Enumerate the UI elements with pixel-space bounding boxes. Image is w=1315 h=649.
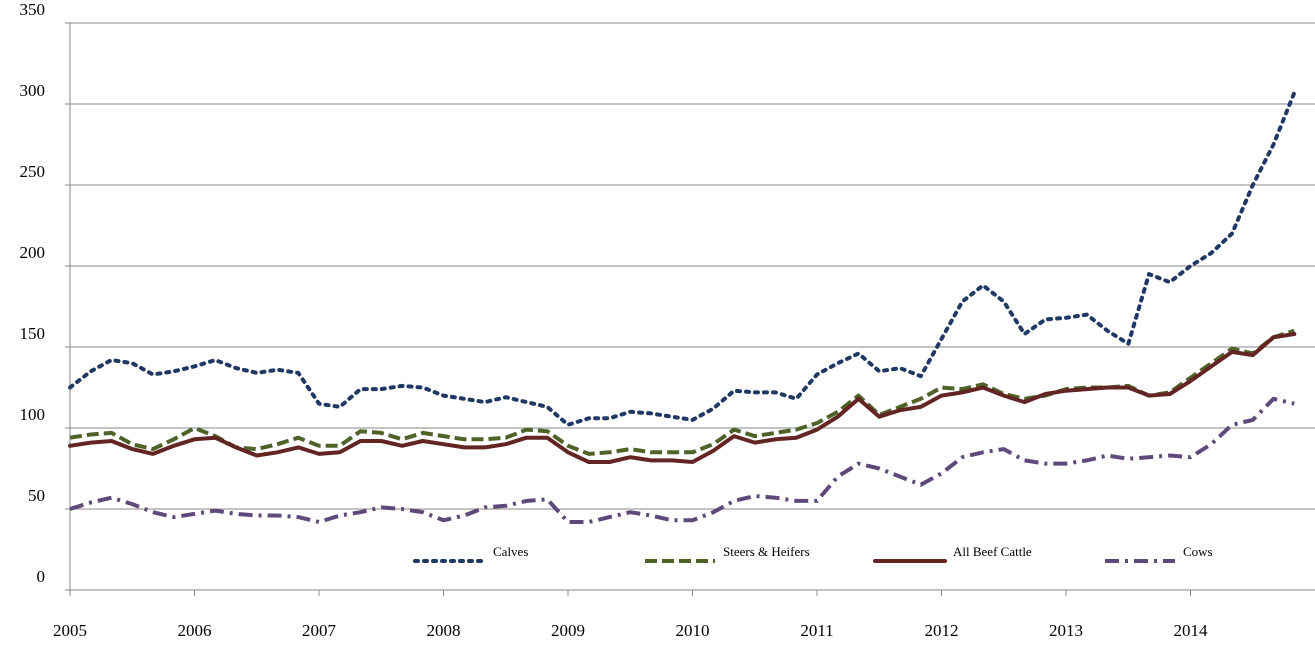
y-tick-label: 250 bbox=[20, 162, 46, 181]
series-line bbox=[68, 90, 1297, 427]
legend-label: Steers & Heifers bbox=[723, 544, 810, 559]
x-tick-label: 2009 bbox=[551, 621, 585, 640]
legend-label: Cows bbox=[1183, 544, 1213, 559]
x-tick-label: 2007 bbox=[302, 621, 337, 640]
y-tick-label: 350 bbox=[20, 0, 46, 19]
x-tick-label: 2006 bbox=[178, 621, 212, 640]
x-tick-label: 2013 bbox=[1049, 621, 1083, 640]
legend-label: Calves bbox=[493, 544, 528, 559]
y-tick-label: 300 bbox=[20, 81, 46, 100]
y-tick-label: 150 bbox=[20, 324, 46, 343]
y-tick-label: 200 bbox=[20, 243, 46, 262]
y-tick-label: 100 bbox=[20, 405, 46, 424]
series-line bbox=[69, 396, 1295, 524]
series-line bbox=[69, 328, 1295, 456]
series-line bbox=[68, 332, 1297, 464]
x-tick-label: 2014 bbox=[1174, 621, 1209, 640]
x-tick-label: 2011 bbox=[800, 621, 833, 640]
x-tick-label: 2012 bbox=[925, 621, 959, 640]
y-tick-label: 0 bbox=[37, 567, 46, 586]
legend-label: All Beef Cattle bbox=[953, 544, 1032, 559]
x-tick-label: 2010 bbox=[676, 621, 710, 640]
y-tick-label: 50 bbox=[28, 486, 45, 505]
x-tick-label: 2008 bbox=[427, 621, 461, 640]
x-tick-label: 2005 bbox=[53, 621, 87, 640]
